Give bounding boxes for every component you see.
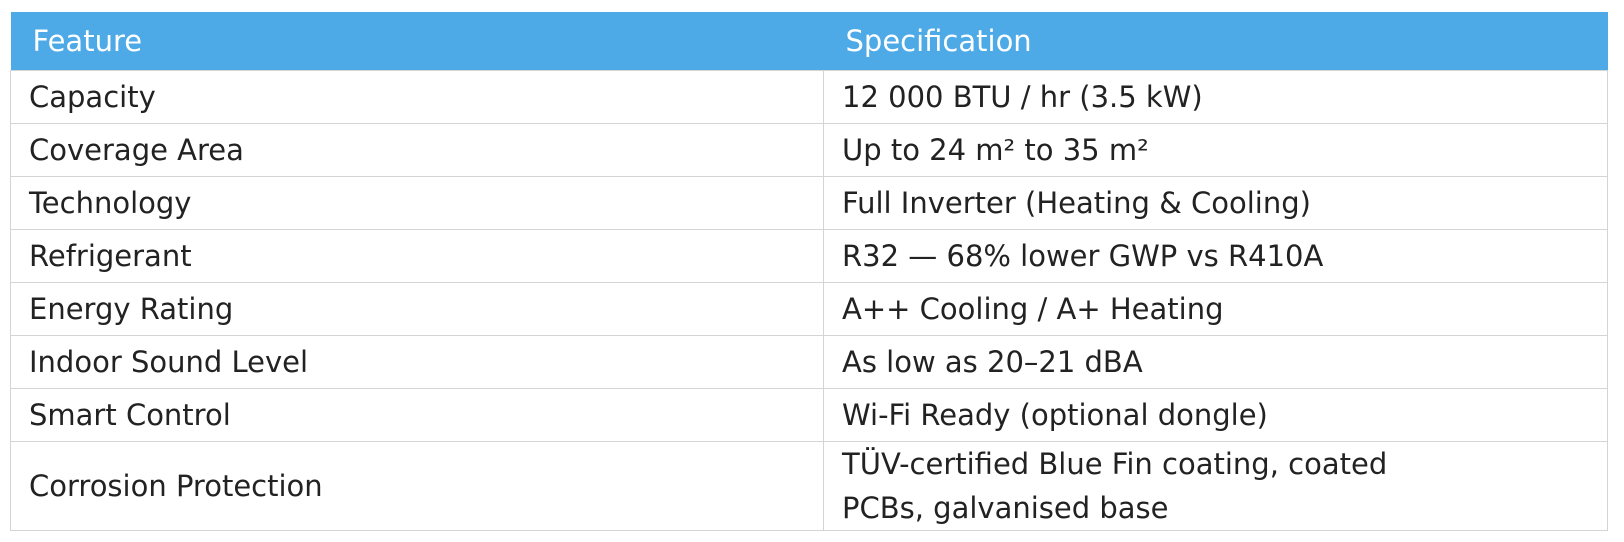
spec-cell: As low as 20–21 dBA — [823, 335, 1608, 389]
spec-table: Feature Specification Capacity 12 000 BTU… — [10, 12, 1608, 531]
table-row: Corrosion Protection TÜV-certified Blue F… — [10, 441, 1608, 531]
header-row: Feature Specification — [10, 12, 1608, 71]
table-row: Energy Rating A++ Cooling / A+ Heating — [10, 282, 1608, 336]
table-row: Coverage Area Up to 24 m² to 35 m² — [10, 123, 1608, 177]
feature-cell: Capacity — [10, 70, 824, 124]
table-row: Capacity 12 000 BTU / hr (3.5 kW) — [10, 70, 1608, 124]
feature-cell: Indoor Sound Level — [10, 335, 824, 389]
spec-cell: 12 000 BTU / hr (3.5 kW) — [823, 70, 1608, 124]
table-row: Smart Control Wi-Fi Ready (optional dongl… — [10, 388, 1608, 442]
spec-cell: TÜV-certified Blue Fin coating, coated P… — [823, 441, 1608, 531]
feature-cell: Coverage Area — [10, 123, 824, 177]
spec-cell: R32 — 68% lower GWP vs R410A — [823, 229, 1608, 283]
header-cell: Feature — [10, 12, 824, 71]
spec-cell: Up to 24 m² to 35 m² — [823, 123, 1608, 177]
table-row: Indoor Sound Level As low as 20–21 dBA — [10, 335, 1608, 389]
feature-cell: Technology — [10, 176, 824, 230]
table-header: Feature Specification — [10, 12, 1608, 71]
feature-cell: Energy Rating — [10, 282, 824, 336]
feature-cell: Smart Control — [10, 388, 824, 442]
table-row: Refrigerant R32 — 68% lower GWP vs R410A — [10, 229, 1608, 283]
spec-cell: Full Inverter (Heating & Cooling) — [823, 176, 1608, 230]
table-row: Technology Full Inverter (Heating & Cooli… — [10, 176, 1608, 230]
header-cell: Specification — [823, 12, 1608, 71]
table-body: Capacity 12 000 BTU / hr (3.5 kW) Coverage… — [10, 70, 1608, 531]
spec-cell: A++ Cooling / A+ Heating — [823, 282, 1608, 336]
spec-cell: Wi-Fi Ready (optional dongle) — [823, 388, 1608, 442]
feature-cell: Corrosion Protection — [10, 441, 824, 531]
feature-cell: Refrigerant — [10, 229, 824, 283]
